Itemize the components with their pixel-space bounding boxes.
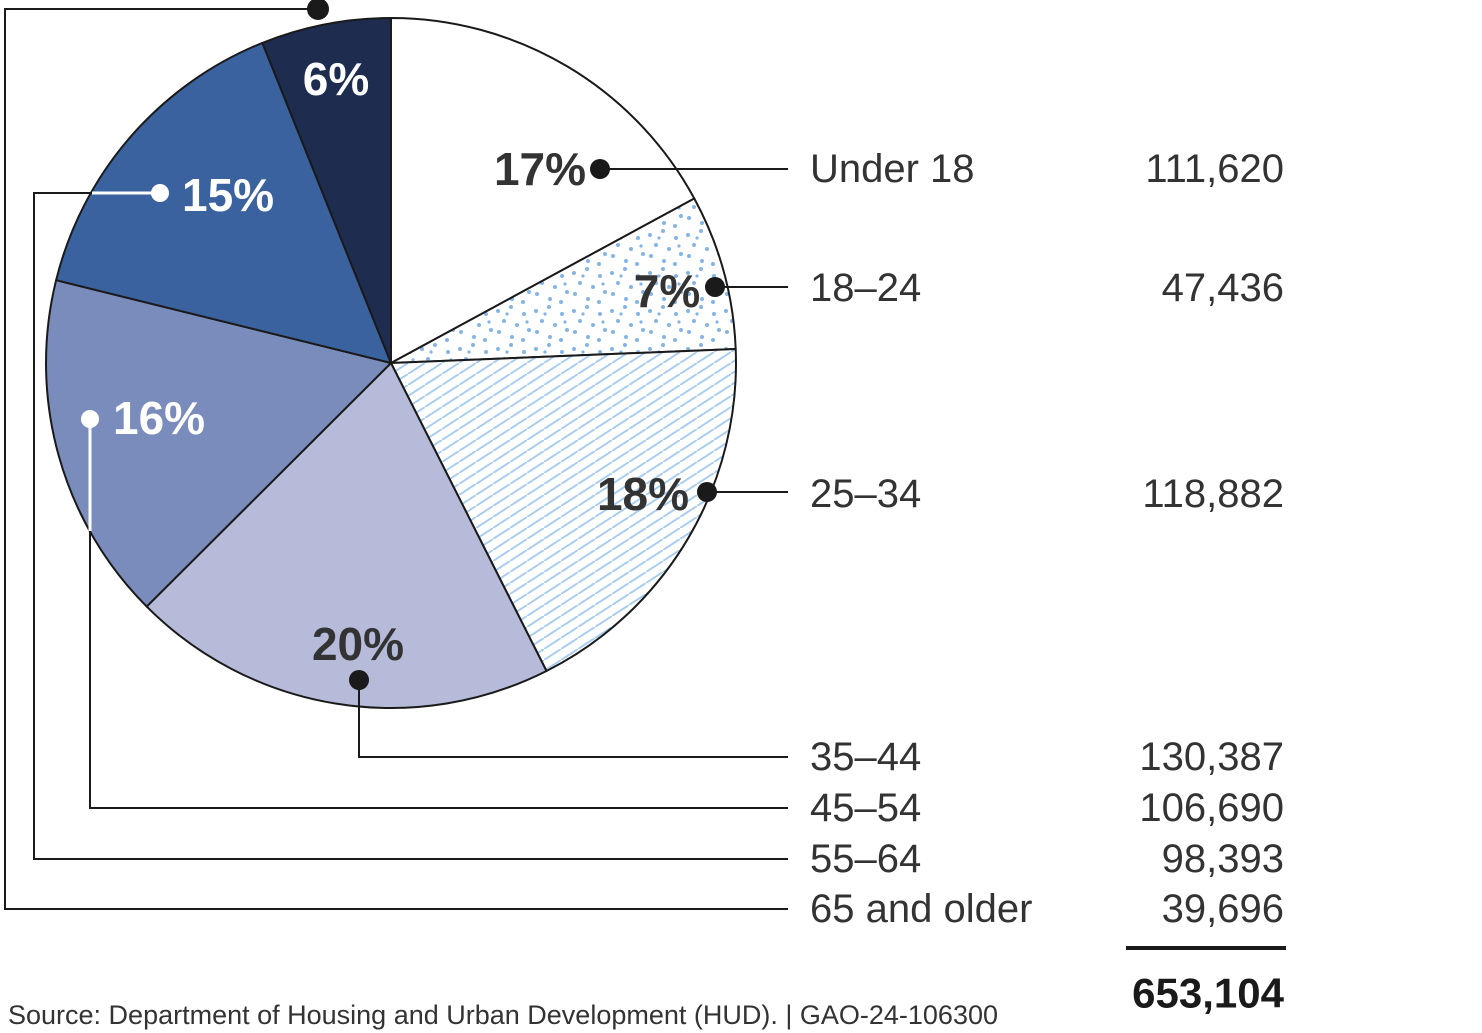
dot-65-and-older: [307, 0, 329, 20]
legend-row-45-54: 45–54 106,690: [810, 786, 1284, 830]
legend-label: 45–54: [810, 786, 921, 830]
legend-label: 25–34: [810, 472, 921, 516]
percent-55-64: 15%: [182, 169, 274, 221]
percent-18-24: 7%: [634, 265, 700, 317]
legend-value: 98,393: [1162, 837, 1284, 881]
percent-35-44: 20%: [312, 618, 404, 670]
dot-55-64: [151, 184, 169, 202]
pie-slice-55–64: [55, 41, 392, 364]
legend-label: 18–24: [810, 266, 921, 310]
percent-65-and-older: 6%: [303, 53, 369, 105]
legend-row-18-24: 18–24 47,436: [810, 266, 1284, 310]
percent-under-18: 17%: [494, 143, 586, 195]
percent-labels: 17% 7% 18% 20% 16% 15% 6%: [113, 53, 700, 670]
pie-slice-45–54: [45, 279, 392, 608]
legend-value: 47,436: [1162, 266, 1284, 310]
leader-65-and-older: [4, 8, 788, 910]
pie-slices: [45, 17, 737, 709]
dot-35-44: [349, 670, 369, 690]
slice-marker-dots: [81, 0, 725, 690]
leader-35-44: [358, 686, 788, 758]
leader-45-54: [89, 530, 788, 809]
dot-45-54: [81, 410, 99, 428]
legend-row-under-18: Under 18 111,620: [810, 147, 1284, 191]
percent-25-34: 18%: [597, 468, 689, 520]
legend-value: 118,882: [1142, 472, 1284, 516]
dot-25-34: [697, 482, 717, 502]
legend-row-65-and-older: 65 and older 39,696: [810, 887, 1284, 931]
legend-value: 130,387: [1139, 735, 1284, 779]
leader-55-64: [33, 192, 788, 860]
legend-row-25-34: 25–34 118,882: [810, 472, 1284, 516]
total-value: 653,104: [1132, 970, 1284, 1017]
legend-value: 111,620: [1145, 147, 1284, 191]
legend-label: Under 18: [810, 147, 975, 191]
pie-slice-25–34: [390, 348, 737, 672]
legend-row-35-44: 35–44 130,387: [810, 735, 1284, 779]
pie-slice-65-and-older: [261, 17, 392, 364]
legend-row-55-64: 55–64 98,393: [810, 837, 1284, 881]
legend-rows: Under 18 111,620 18–24 47,436 25–34 118,…: [810, 147, 1284, 931]
pie-slice-under-18: [390, 17, 696, 364]
percent-45-54: 16%: [113, 392, 205, 444]
pie-slice-18–24: [390, 197, 737, 364]
leader-lines: [4, 8, 788, 910]
dot-18-24: [705, 277, 725, 297]
legend-value: 106,690: [1139, 786, 1284, 830]
legend-label: 65 and older: [810, 887, 1032, 931]
legend-value: 39,696: [1162, 887, 1284, 931]
pie-slice-35–44: [145, 362, 548, 709]
source-note: Source: Department of Housing and Urban …: [8, 1000, 998, 1030]
dot-under-18: [590, 159, 610, 179]
legend-label: 35–44: [810, 735, 921, 779]
legend-label: 55–64: [810, 837, 921, 881]
